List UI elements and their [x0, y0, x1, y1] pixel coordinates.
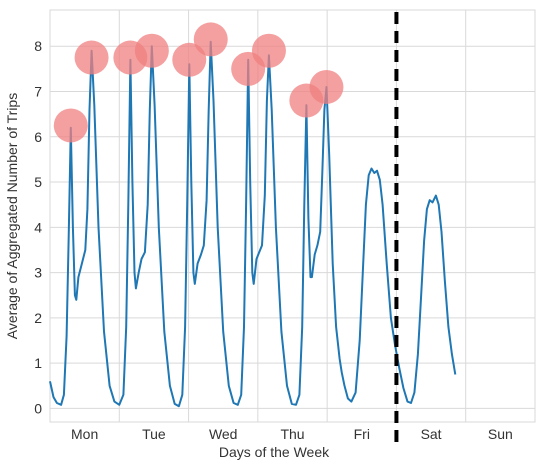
x-axis-ticks: Mon Tue Wed Thu Fri Sat Sun	[71, 426, 513, 442]
y-axis-label: Average of Aggregated Number of Trips	[4, 93, 20, 339]
y-tick-label: 6	[34, 129, 42, 145]
peak-marker	[193, 22, 228, 57]
peak-marker	[74, 40, 109, 75]
y-axis-ticks: 0 1 2 3 4 5 6 7 8	[34, 38, 42, 416]
peak-marker	[309, 69, 344, 104]
x-tick-label: Sun	[488, 426, 513, 442]
x-tick-label: Mon	[71, 426, 98, 442]
peak-marker	[251, 33, 286, 68]
y-tick-label: 5	[34, 174, 42, 190]
x-tick-label: Thu	[280, 426, 304, 442]
y-tick-label: 0	[34, 400, 42, 416]
x-axis-label: Days of the Week	[219, 444, 330, 460]
y-tick-label: 7	[34, 83, 42, 99]
y-tick-label: 3	[34, 265, 42, 281]
series-layer	[49, 40, 457, 408]
y-tick-label: 8	[34, 38, 42, 54]
peak-markers	[53, 22, 344, 143]
y-tick-label: 4	[34, 219, 42, 235]
peak-marker	[53, 108, 88, 143]
y-tick-label: 1	[34, 355, 42, 371]
x-tick-label: Sat	[421, 426, 442, 442]
x-tick-label: Fri	[354, 426, 370, 442]
x-tick-label: Tue	[142, 426, 166, 442]
peak-marker	[134, 33, 169, 68]
series-line	[49, 40, 457, 408]
x-tick-label: Wed	[209, 426, 238, 442]
y-tick-label: 2	[34, 310, 42, 326]
peak-marker	[172, 42, 207, 77]
